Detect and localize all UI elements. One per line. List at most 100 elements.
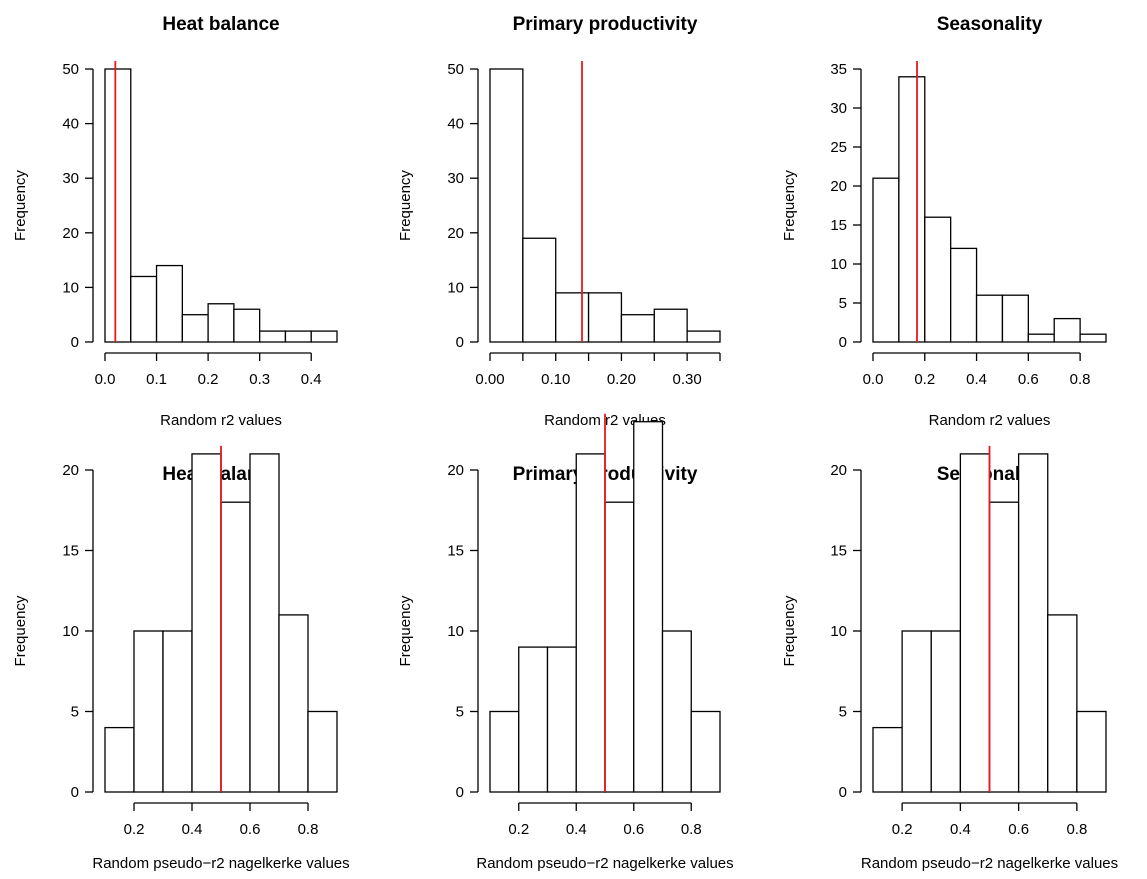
x-axis: 0.0 0.2 0.4 0.6 0.8	[863, 352, 1091, 388]
y-axis: 0 10 20 30 40 50	[447, 61, 479, 351]
y-tick-label: 25	[830, 139, 847, 156]
histogram-bar	[278, 614, 309, 793]
histogram-bar	[489, 710, 520, 793]
x-tick-label: 0.1	[146, 371, 167, 388]
histogram-bar	[950, 247, 978, 343]
x-tick-label: 0.8	[1070, 371, 1091, 388]
histogram-bar	[546, 646, 577, 793]
y-axis: 0 5 10 15 20	[62, 462, 94, 801]
x-tick-label: 0.0	[95, 371, 116, 388]
y-tick-label: 50	[447, 61, 464, 78]
histogram-bar	[1017, 453, 1049, 793]
y-axis-label: Frequency	[397, 595, 414, 666]
y-tick-label: 30	[447, 170, 464, 187]
x-axis: 0.00 0.10 0.20 0.30	[475, 352, 721, 388]
y-tick-label: 5	[71, 704, 79, 721]
x-tick-label: 0.2	[124, 821, 145, 838]
x-axis-label: Random pseudo−r2 nagelkerke values	[92, 855, 349, 872]
histogram-bar	[162, 630, 193, 793]
histogram-bar	[104, 726, 135, 793]
histogram-bar	[1076, 710, 1107, 793]
y-tick-label: 35	[830, 61, 847, 78]
x-tick-label: 0.8	[1066, 821, 1087, 838]
y-tick-label: 30	[830, 100, 847, 117]
y-tick-label: 0	[456, 334, 464, 351]
histogram-bar	[686, 330, 721, 343]
histogram-bar	[518, 646, 549, 793]
y-tick-label: 0	[71, 784, 79, 801]
histogram-bar	[1079, 333, 1107, 343]
histogram-bar	[1053, 317, 1081, 343]
y-tick-label: 10	[830, 623, 847, 640]
histogram-bar	[130, 275, 158, 343]
histogram-bar	[284, 330, 312, 343]
y-axis-label: Frequency	[12, 595, 29, 666]
histogram-bar	[310, 330, 338, 343]
x-tick-label: 0.0	[863, 371, 884, 388]
y-tick-label: 20	[447, 225, 464, 242]
histogram-bar	[191, 453, 222, 793]
x-tick-label: 0.20	[607, 371, 636, 388]
histogram-bar	[133, 630, 164, 793]
histogram-bar	[522, 237, 557, 343]
x-axis: 0.2 0.4 0.6 0.8	[124, 802, 318, 838]
x-tick-label: 0.6	[1008, 821, 1029, 838]
y-tick-label: 0	[456, 784, 464, 801]
y-tick-label: 20	[447, 462, 464, 479]
histogram-bar	[555, 292, 590, 343]
y-tick-label: 20	[62, 225, 79, 242]
panel-title: Seasonality	[937, 14, 1043, 35]
y-tick-label: 15	[62, 543, 79, 560]
x-tick-label: 0.8	[681, 821, 702, 838]
histogram-bar	[690, 710, 721, 793]
y-tick-label: 10	[447, 623, 464, 640]
histogram-bar	[604, 501, 635, 793]
histogram-bar	[1001, 294, 1029, 343]
x-axis: 0.2 0.4 0.6 0.8	[892, 802, 1087, 838]
x-tick-label: 0.00	[475, 371, 504, 388]
y-tick-label: 10	[830, 256, 847, 273]
panel-title: Heat balance	[162, 14, 279, 35]
x-tick-label: 0.3	[249, 371, 270, 388]
x-tick-label: 0.6	[240, 821, 261, 838]
y-tick-label: 40	[62, 116, 79, 133]
y-tick-label: 50	[62, 61, 79, 78]
x-axis: 0.2 0.4 0.6 0.8	[508, 802, 702, 838]
histogram-bar	[930, 630, 962, 793]
y-tick-label: 10	[447, 279, 464, 296]
histogram-bar	[653, 308, 688, 343]
histogram-bar	[575, 453, 606, 793]
histogram-bar	[220, 501, 251, 793]
x-axis: 0.0 0.1 0.2 0.3 0.4	[95, 352, 322, 388]
y-tick-label: 20	[830, 462, 847, 479]
histogram-bar	[249, 453, 280, 793]
x-tick-label: 0.4	[301, 371, 322, 388]
y-tick-label: 15	[447, 543, 464, 560]
y-tick-label: 5	[456, 704, 464, 721]
histogram-bar	[233, 308, 261, 343]
y-tick-label: 0	[839, 334, 847, 351]
x-tick-label: 0.4	[182, 821, 203, 838]
y-axis-label: Frequency	[781, 595, 798, 666]
histogram-bar	[620, 314, 655, 343]
histogram-bar	[901, 630, 932, 793]
x-tick-label: 0.6	[623, 821, 644, 838]
histogram-bar	[181, 314, 209, 343]
histogram-bar	[1047, 614, 1078, 793]
histogram-bar	[307, 710, 338, 793]
x-tick-label: 0.2	[508, 821, 529, 838]
x-tick-label: 0.4	[566, 821, 587, 838]
x-axis-label: Random r2 values	[929, 412, 1051, 429]
x-tick-label: 0.10	[541, 371, 570, 388]
y-axis: 0 5 10 15 20 25 30 35	[830, 61, 862, 351]
x-axis-label: Random pseudo−r2 nagelkerke values	[476, 855, 733, 872]
y-tick-label: 10	[62, 623, 79, 640]
y-axis-label: Frequency	[781, 170, 798, 241]
y-tick-label: 15	[830, 543, 847, 560]
histogram-bar	[489, 68, 524, 343]
x-tick-label: 0.4	[966, 371, 987, 388]
x-tick-label: 0.4	[950, 821, 971, 838]
